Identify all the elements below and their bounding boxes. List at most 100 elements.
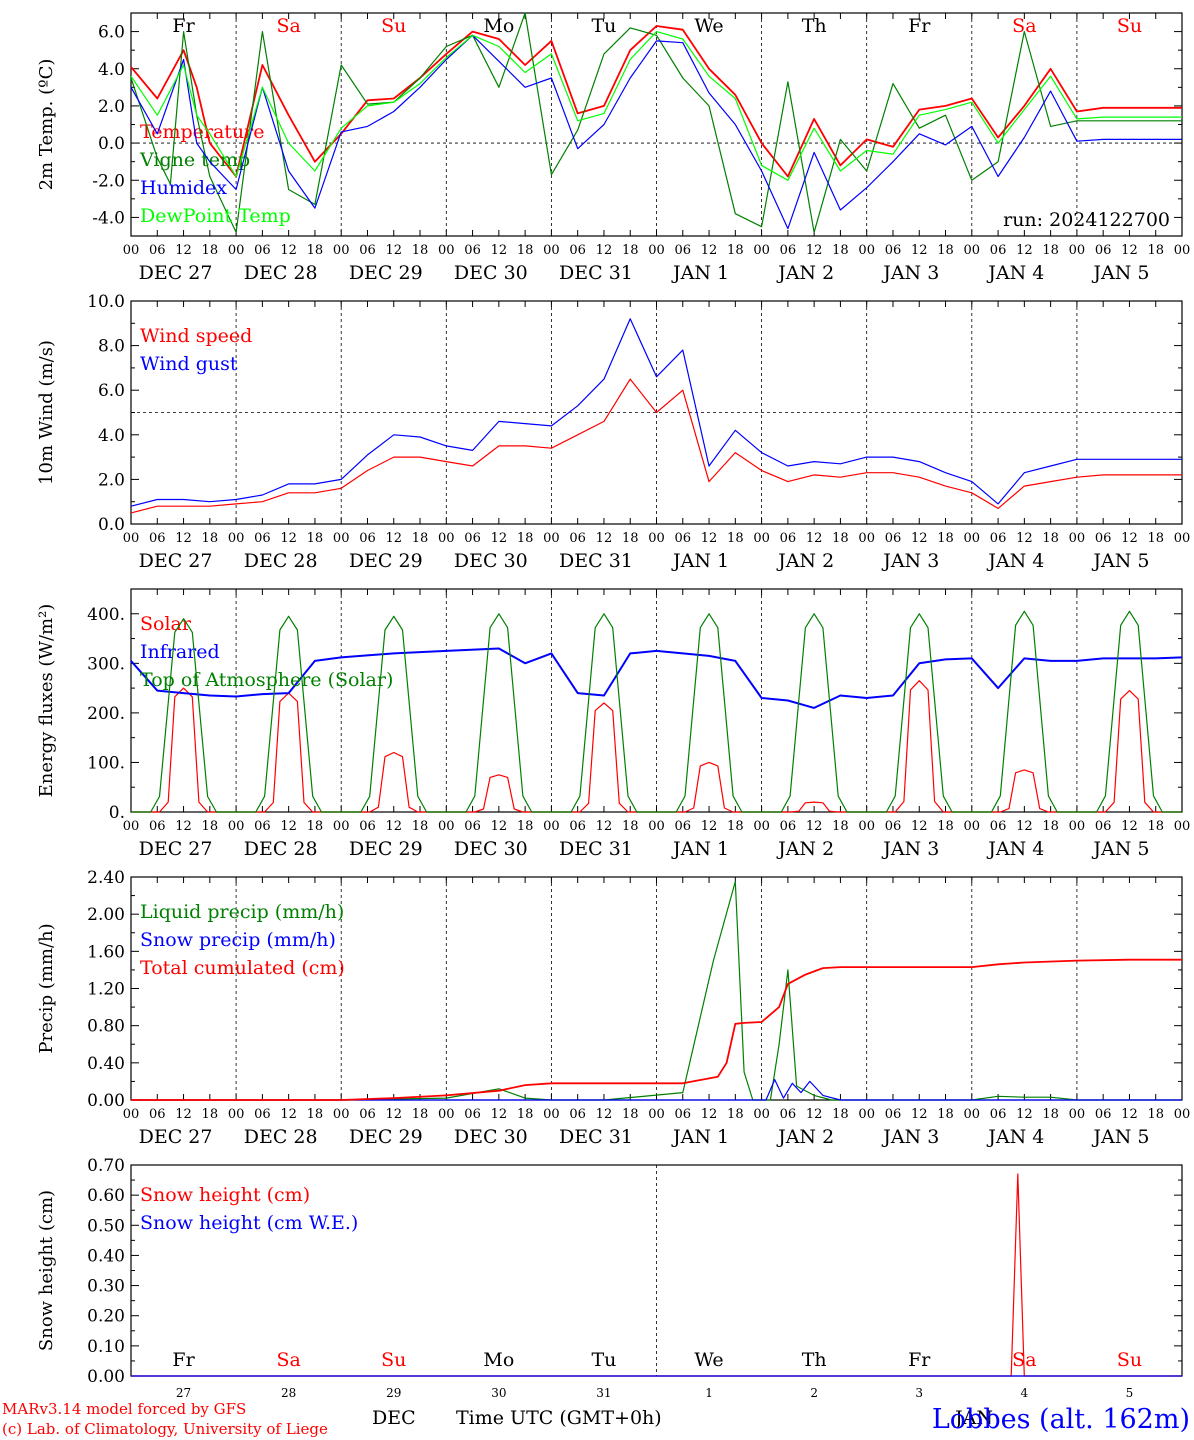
x-hour-label: 06 xyxy=(569,243,586,258)
weekday-label: Su xyxy=(381,1349,406,1371)
x-hour-label: 00 xyxy=(964,531,981,546)
day-number-label: 27 xyxy=(176,1386,191,1400)
weekday-label: Fr xyxy=(172,1349,195,1371)
x-hour-label: 18 xyxy=(622,819,639,834)
y-tick-label: 10.0 xyxy=(87,292,125,312)
x-hour-label: 12 xyxy=(1016,531,1033,546)
x-date-label: DEC 29 xyxy=(349,550,423,572)
panel-2: 0.0 2.0 4.0 6.0 8.0 10.0 10m Wind (m/s) 00 06 12 1… xyxy=(36,292,1190,572)
weekday-label: Th xyxy=(802,15,827,37)
y-tick-label: 0.0 xyxy=(98,515,125,535)
x-hour-label: 00 xyxy=(438,1107,455,1122)
x-hour-label: 00 xyxy=(1174,819,1191,834)
x-date-label: DEC 28 xyxy=(244,262,318,284)
legend-entry: Total cumulated (cm) xyxy=(140,957,345,979)
x-hour-label: 00 xyxy=(228,531,245,546)
x-date-label: JAN 5 xyxy=(1091,1126,1149,1148)
plot-frame xyxy=(130,12,1183,237)
x-hour-label: 06 xyxy=(990,243,1007,258)
x-hour-label: 00 xyxy=(648,1107,665,1122)
x-date-label: JAN 4 xyxy=(986,838,1044,860)
x-date-label: JAN 1 xyxy=(671,262,729,284)
x-date-label: DEC 30 xyxy=(454,262,528,284)
x-hour-label: 00 xyxy=(753,243,770,258)
x-hour-label: 00 xyxy=(964,1107,981,1122)
x-hour-label: 00 xyxy=(123,819,140,834)
x-hour-label: 00 xyxy=(543,531,560,546)
x-hour-label: 12 xyxy=(491,1107,508,1122)
x-date-label: DEC 31 xyxy=(559,550,633,572)
y-tick-label: 0.30 xyxy=(87,1277,125,1297)
y-tick-label: 4.0 xyxy=(98,426,125,446)
x-hour-label: 12 xyxy=(385,1107,402,1122)
x-hour-label: 06 xyxy=(464,1107,481,1122)
weekday-label: Sa xyxy=(276,15,300,37)
x-hour-label: 06 xyxy=(254,1107,271,1122)
x-hour-label: 18 xyxy=(517,819,534,834)
x-hour-label: 12 xyxy=(175,243,192,258)
x-hour-label: 18 xyxy=(517,1107,534,1122)
x-date-label: JAN 4 xyxy=(986,1126,1044,1148)
y-tick-label: 0.40 xyxy=(87,1054,125,1074)
y-tick-label: 2.00 xyxy=(87,905,125,925)
x-hour-label: 18 xyxy=(1147,819,1164,834)
x-hour-label: 12 xyxy=(911,531,928,546)
series-line-vigne-temp xyxy=(130,12,1182,233)
x-hour-label: 06 xyxy=(569,531,586,546)
x-date-label: DEC 31 xyxy=(559,838,633,860)
x-hour-label: 06 xyxy=(885,243,902,258)
y-tick-label: 1.60 xyxy=(87,942,125,962)
y-tick-label: 2.0 xyxy=(98,470,125,490)
x-hour-label: 12 xyxy=(596,531,613,546)
x-hour-label: 12 xyxy=(911,243,928,258)
x-date-label: JAN 2 xyxy=(776,550,834,572)
y-tick-label: 0.60 xyxy=(87,1186,125,1206)
station-name: Lobbes (alt. 162m) xyxy=(932,1404,1190,1435)
x-hour-label: 06 xyxy=(780,243,797,258)
x-hour-label: 06 xyxy=(990,819,1007,834)
x-hour-label: 12 xyxy=(280,243,297,258)
x-hour-label: 18 xyxy=(202,819,219,834)
y-axis-label: 2m Temp. (ºC) xyxy=(36,59,57,191)
x-axis-title: Time UTC (GMT+0h) xyxy=(456,1407,662,1429)
x-hour-label: 18 xyxy=(727,819,744,834)
y-tick-label: 0.20 xyxy=(87,1307,125,1327)
x-date-label: JAN 1 xyxy=(671,1126,729,1148)
x-hour-label: 00 xyxy=(648,243,665,258)
x-hour-label: 12 xyxy=(1121,531,1138,546)
x-hour-label: 18 xyxy=(727,1107,744,1122)
x-hour-label: 06 xyxy=(675,531,692,546)
y-tick-label: 2.40 xyxy=(87,868,125,888)
x-date-label: DEC 29 xyxy=(349,838,423,860)
x-hour-label: 18 xyxy=(1147,531,1164,546)
y-axis-label: Snow height (cm) xyxy=(36,1190,57,1351)
x-hour-label: 06 xyxy=(885,531,902,546)
x-hour-label: 00 xyxy=(333,531,350,546)
x-date-label: JAN 4 xyxy=(986,550,1044,572)
series-line-snow-precip-mm-h- xyxy=(131,1078,1182,1101)
weekday-label: Fr xyxy=(908,15,931,37)
y-tick-label: 200. xyxy=(87,704,125,724)
day-number-label: 2 xyxy=(810,1386,818,1400)
x-hour-label: 12 xyxy=(1121,1107,1138,1122)
x-hour-label: 06 xyxy=(1095,819,1112,834)
x-date-label: DEC 29 xyxy=(349,262,423,284)
weekday-label: Th xyxy=(802,1349,827,1371)
x-date-label: JAN 2 xyxy=(776,262,834,284)
y-tick-label: 400. xyxy=(87,605,125,625)
panel-4: 0.00 0.40 0.80 1.20 1.60 2.00 2.40 Precip (mm/h… xyxy=(36,868,1190,1148)
x-hour-label: 06 xyxy=(359,243,376,258)
day-number-label: 28 xyxy=(281,1386,296,1400)
x-hour-label: 12 xyxy=(1016,243,1033,258)
x-date-label: DEC 30 xyxy=(454,550,528,572)
x-date-label: DEC 27 xyxy=(139,262,213,284)
x-hour-label: 00 xyxy=(228,1107,245,1122)
series-line-liquid-precip-mm-h- xyxy=(131,880,1182,1101)
x-hour-label: 12 xyxy=(385,531,402,546)
day-number-label: 3 xyxy=(915,1386,923,1400)
x-date-label: JAN 2 xyxy=(776,838,834,860)
x-hour-label: 12 xyxy=(701,1107,718,1122)
legend-entry: Top of Atmosphere (Solar) xyxy=(140,669,393,691)
x-hour-label: 06 xyxy=(885,819,902,834)
